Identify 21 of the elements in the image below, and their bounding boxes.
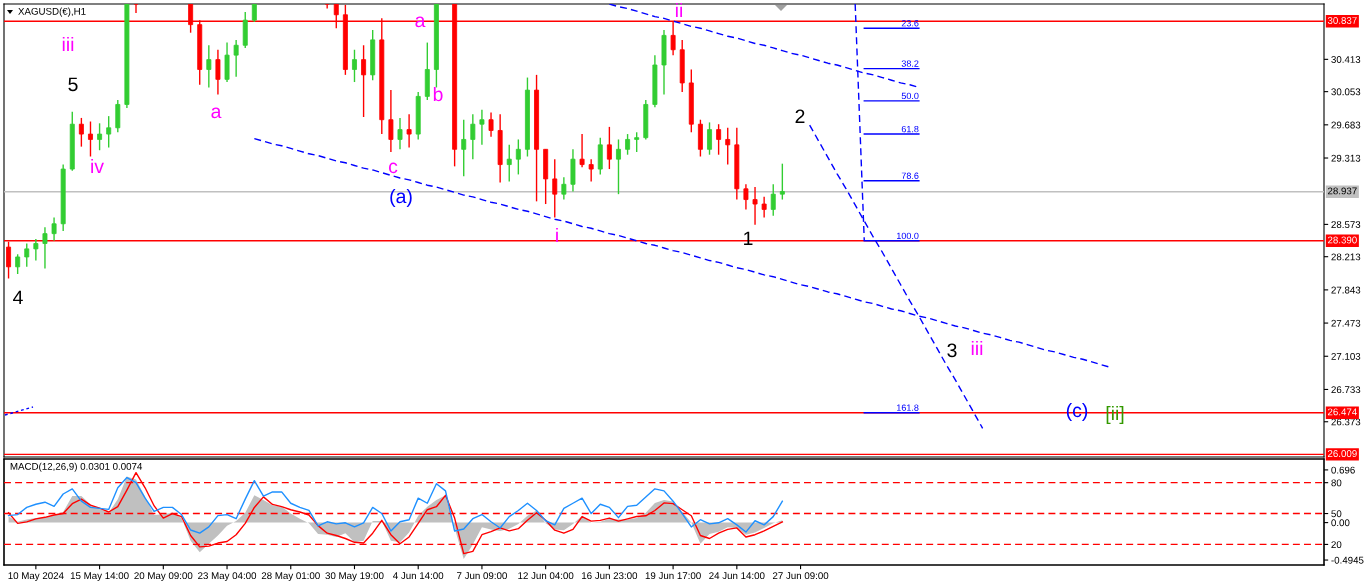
x-tick-label: 30 May 19:00	[325, 572, 384, 582]
x-tick-label: 27 Jun 09:00	[772, 572, 829, 580]
x-tick-label: 19 Jun 17:00	[645, 572, 701, 580]
x-tick-label: 20 May 09:00	[134, 572, 193, 582]
line-series	[7, 476, 784, 534]
x-tick-label: 7 Jun 09:00	[457, 572, 507, 580]
x-tick-label: 4 Jun 14:00	[393, 572, 444, 580]
y2-tick-label: 50	[1331, 510, 1342, 518]
y-tick-label: 0.696	[1331, 466, 1355, 474]
y2-tick-label: 20	[1331, 541, 1342, 549]
chart-title: MACD(12,26,9) 0.0301 0.0074	[10, 462, 143, 472]
x-tick-label: 28 May 01:00	[261, 572, 320, 582]
y2-tick-label: 80	[1331, 479, 1342, 487]
x-tick-label: 16 Jun 23:00	[582, 572, 638, 580]
y-tick-label: -0.4945	[1331, 556, 1364, 564]
x-tick-label: 15 May 14:00	[70, 572, 129, 582]
x-tick-label: 10 May 2024	[8, 572, 64, 582]
x-tick-label: 24 Jun 14:00	[709, 572, 765, 580]
y-tick-label: 0.00	[1331, 519, 1350, 527]
x-tick-label: 23 May 04:00	[198, 572, 257, 582]
x-tick-label: 12 Jun 04:00	[518, 572, 574, 580]
